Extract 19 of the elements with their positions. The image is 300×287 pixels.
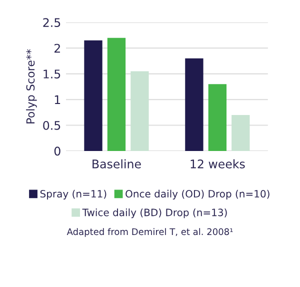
y-tick-label: 0: [54, 146, 60, 156]
legend-label: Twice daily (BD) Drop (n=13): [82, 208, 227, 218]
y-tick-label: 1: [54, 95, 60, 104]
y-axis-title: Polyp Score**: [26, 49, 37, 124]
text: Adapted from Demirel T, et al. 2008¹: [66, 228, 233, 237]
y-tick-label: 1.5: [44, 70, 60, 78]
y-tick-label: 0.5: [43, 120, 60, 130]
legend-label: Spray (n=11): [40, 190, 106, 200]
y-tick-label: 2: [54, 44, 60, 53]
bar: [130, 71, 149, 151]
legend-label: Once daily (OD) Drop (n=10): [126, 190, 270, 200]
bar: [84, 40, 102, 151]
bar: [232, 114, 250, 151]
x-tick-label: 12 weeks: [190, 159, 245, 168]
bar: [107, 38, 126, 151]
x-tick-label: Baseline: [92, 159, 141, 168]
bar: [185, 58, 204, 151]
bar: [208, 84, 227, 151]
y-tick-label: 2.5: [43, 18, 60, 28]
